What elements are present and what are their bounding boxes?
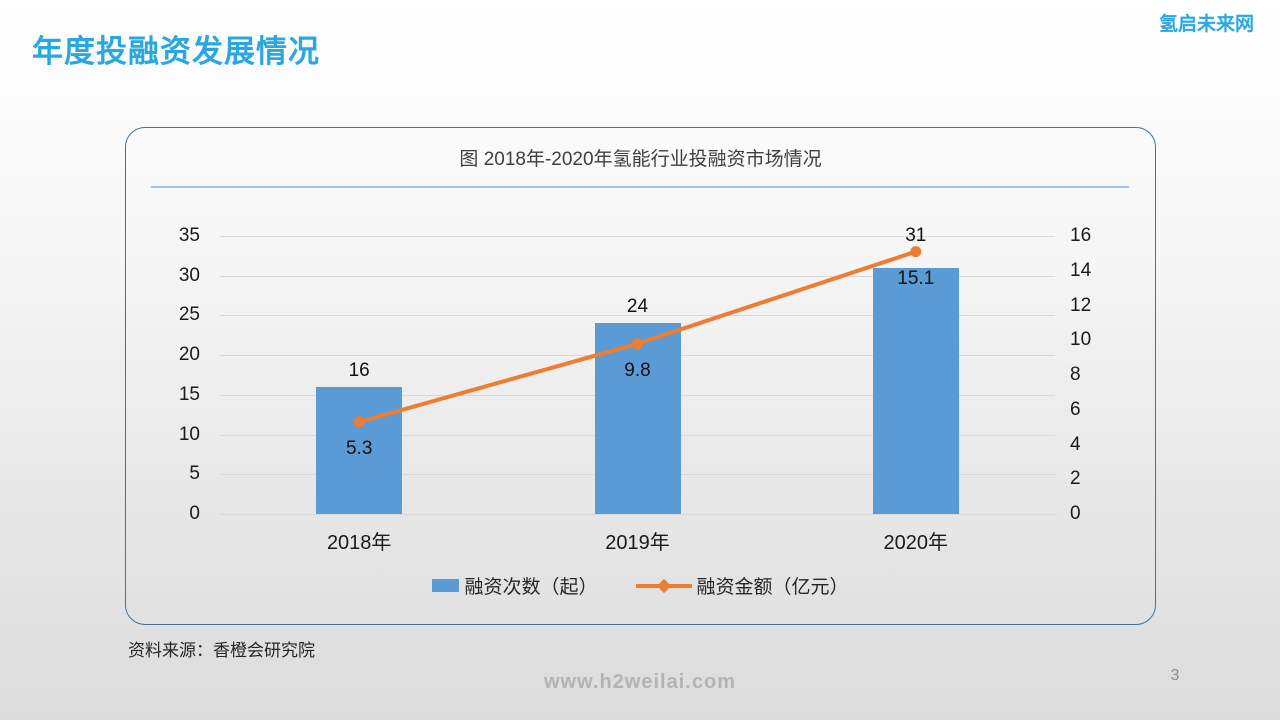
right-axis-tick-label: 6: [1070, 398, 1081, 420]
bar: [316, 386, 403, 514]
legend-item-bar-series: 融资次数（起）: [432, 572, 598, 599]
right-axis-tick-label: 16: [1070, 225, 1092, 246]
category-axis-label: 2019年: [605, 532, 670, 554]
category-axis-label: 2018年: [326, 532, 392, 554]
bar-value-label: 31: [905, 224, 927, 246]
line-series: [353, 246, 922, 428]
gridline: [220, 236, 1055, 237]
left-axis-tick-label: 5: [189, 463, 200, 485]
bar: [872, 267, 959, 514]
line-value-label: 5.3: [345, 437, 373, 459]
bar-series-swatch-icon: [432, 579, 460, 592]
page-number: 3: [1170, 667, 1180, 684]
gridline: [220, 514, 1055, 515]
source-note: 资料来源：香橙会研究院: [128, 641, 315, 660]
right-axis-tick-label: 12: [1070, 294, 1092, 316]
page-title: 年度投融资发展情况: [32, 34, 320, 69]
left-axis-tick-label: 10: [178, 423, 200, 445]
legend-label-line-series: 融资金额（亿元）: [696, 577, 849, 598]
right-axis-tick-label: 10: [1070, 329, 1092, 351]
chart-legend: 融资次数（起） 融资金额（亿元）: [126, 572, 1155, 599]
left-axis-tick-label: 25: [178, 304, 200, 326]
legend-label-bar-series: 融资次数（起）: [464, 577, 598, 598]
line-value-label: 15.1: [897, 267, 935, 289]
gridline: [220, 315, 1055, 317]
footer-url: www.h2weilai.com: [544, 671, 736, 693]
right-axis-tick-label: 0: [1070, 503, 1081, 524]
right-axis-tick-label: 4: [1070, 433, 1081, 455]
gridline: [220, 275, 1055, 277]
left-axis-tick-label: 15: [178, 383, 200, 405]
bar-value-label: 24: [626, 296, 649, 318]
chart-card: 图 2018年-2020年氢能行业投融资市场情况 融资次数（起） 融资金额（亿元…: [125, 127, 1156, 625]
bar: [594, 323, 681, 514]
left-axis-tick-label: 0: [189, 503, 200, 524]
bar-value-label: 16: [348, 359, 370, 381]
line-value-label: 9.8: [624, 359, 651, 381]
chart-title: 图 2018年-2020年氢能行业投融资市场情况: [459, 149, 822, 170]
right-axis-tick-label: 14: [1070, 259, 1092, 281]
right-axis-tick-label: 8: [1070, 364, 1081, 385]
left-axis-tick-label: 20: [178, 344, 200, 366]
site-logo: 氢启未来网: [1158, 14, 1254, 35]
line-point-marker: [353, 416, 365, 428]
category-axis-label: 2020年: [883, 532, 949, 554]
chart-title-divider: [151, 186, 1129, 188]
line-point-marker: [632, 338, 643, 350]
line-point-marker: [910, 246, 922, 258]
line-series-swatch-icon: [635, 578, 692, 593]
legend-item-line-series: 融资金额（亿元）: [635, 572, 849, 599]
left-axis-tick-label: 30: [178, 264, 200, 286]
right-axis-tick-label: 2: [1070, 468, 1081, 490]
left-axis-tick-label: 35: [178, 225, 200, 246]
